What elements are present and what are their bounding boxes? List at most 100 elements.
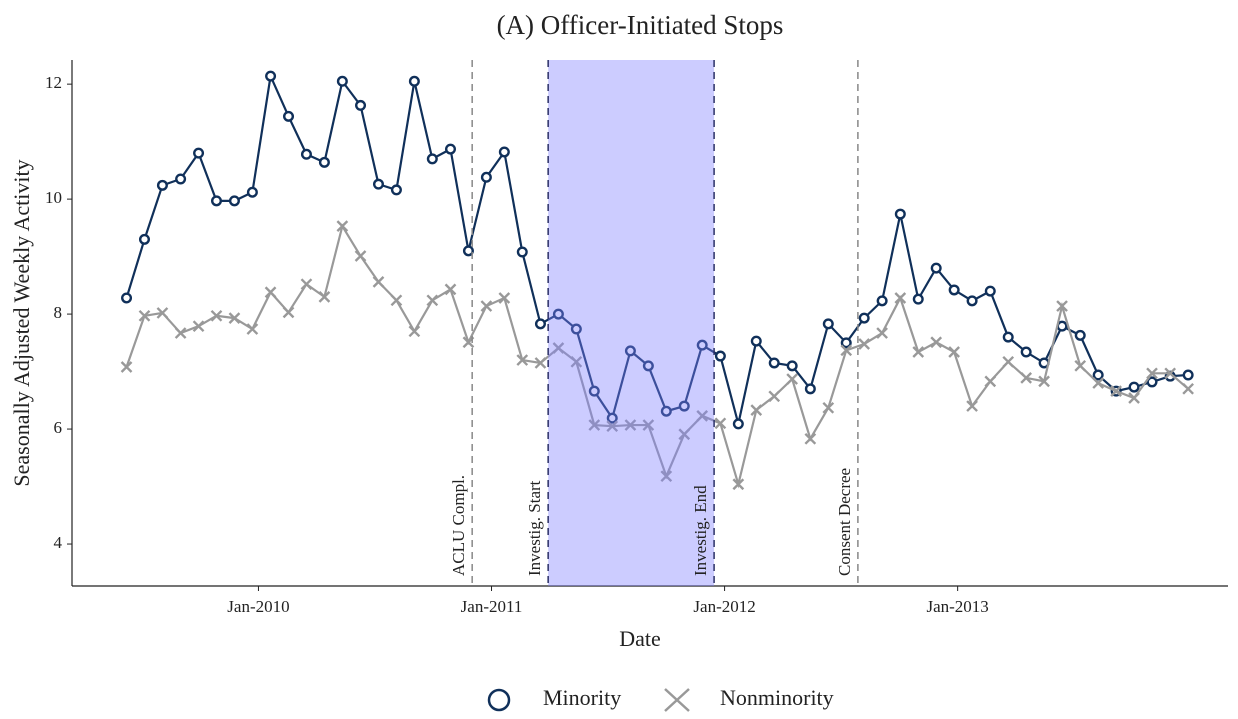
point	[552, 342, 565, 354]
point	[228, 195, 240, 207]
point	[1164, 367, 1177, 380]
point	[138, 309, 151, 322]
point	[786, 360, 798, 372]
point	[660, 405, 672, 417]
point	[1146, 376, 1158, 388]
point	[282, 306, 295, 319]
point	[930, 262, 942, 274]
point	[1146, 367, 1158, 380]
point	[1074, 359, 1087, 372]
x-tick-label: Jan-2012	[693, 597, 755, 616]
point	[534, 318, 546, 330]
point	[426, 294, 439, 307]
point	[408, 75, 420, 87]
y-tick-label: 12	[45, 73, 62, 92]
point	[444, 283, 457, 296]
point	[822, 401, 835, 414]
point	[732, 418, 744, 430]
point	[121, 292, 133, 304]
point	[984, 375, 997, 388]
point	[876, 327, 888, 339]
point	[894, 292, 907, 304]
y-tick-label: 6	[54, 418, 63, 437]
point	[750, 404, 763, 416]
point	[588, 419, 601, 431]
point	[768, 390, 781, 403]
point	[138, 233, 150, 245]
point	[354, 250, 367, 262]
point	[264, 286, 277, 299]
point	[265, 70, 277, 82]
point	[1002, 331, 1014, 343]
point	[1056, 300, 1068, 312]
point	[570, 323, 582, 335]
point	[966, 400, 978, 412]
point	[300, 148, 312, 160]
point	[984, 285, 996, 297]
point	[1128, 381, 1140, 393]
point	[840, 337, 852, 349]
point	[120, 361, 133, 373]
point	[210, 195, 222, 207]
point	[193, 147, 205, 159]
point	[355, 99, 367, 111]
point	[336, 220, 349, 232]
point	[516, 246, 528, 258]
point	[516, 354, 529, 366]
point	[606, 420, 619, 433]
point	[1110, 385, 1122, 397]
point	[804, 432, 817, 445]
point	[175, 173, 187, 185]
point	[156, 179, 168, 191]
point	[966, 295, 978, 307]
event-label: Investig. Start	[525, 480, 544, 576]
point	[642, 419, 655, 431]
y-tick-label: 8	[54, 303, 63, 322]
point	[283, 110, 295, 122]
point	[336, 75, 348, 87]
point	[948, 284, 960, 296]
point	[858, 338, 871, 350]
point	[498, 292, 511, 304]
point	[498, 146, 510, 158]
x-tick-label: Jan-2013	[926, 597, 988, 616]
point	[1038, 375, 1050, 388]
point	[1182, 382, 1194, 395]
point	[894, 208, 906, 220]
point	[858, 312, 870, 324]
point	[570, 355, 583, 368]
legend-label: Nonminority	[720, 685, 834, 710]
point	[1020, 372, 1033, 384]
y-tick-label: 4	[54, 533, 63, 552]
point	[822, 318, 834, 330]
point	[1092, 369, 1104, 381]
point	[714, 350, 726, 362]
point	[174, 327, 187, 339]
point	[750, 335, 762, 347]
point	[1128, 392, 1140, 404]
legend-marker	[487, 688, 511, 712]
point	[1074, 329, 1086, 341]
point	[246, 186, 258, 198]
point	[624, 345, 636, 357]
point	[300, 278, 313, 291]
point	[714, 417, 727, 430]
point	[786, 373, 799, 385]
point	[534, 357, 547, 369]
point	[318, 290, 331, 303]
shaded-period	[548, 60, 715, 586]
point	[606, 412, 618, 424]
point	[1020, 346, 1032, 358]
point	[948, 346, 960, 358]
point	[876, 295, 888, 307]
point	[426, 153, 438, 165]
point	[732, 478, 745, 491]
point	[660, 470, 673, 483]
point	[1092, 377, 1105, 389]
point	[912, 293, 924, 305]
y-axis-label: Seasonally Adjusted Weekly Activity	[9, 159, 34, 486]
point	[390, 184, 402, 196]
point	[228, 312, 241, 324]
point	[804, 383, 816, 395]
point	[408, 325, 421, 338]
